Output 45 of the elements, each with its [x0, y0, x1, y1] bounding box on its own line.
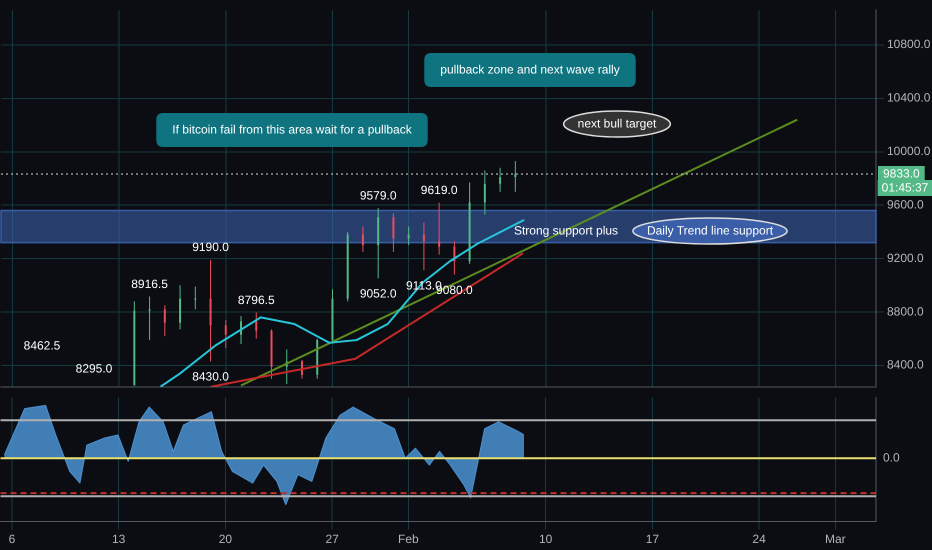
y-tick-label: 10800.0	[887, 37, 931, 52]
candlestick	[408, 226, 410, 246]
x-tick-label: 17	[646, 532, 660, 546]
x-tick-label: 10	[538, 532, 553, 546]
y-tick-label: 8400.0	[887, 358, 924, 372]
x-tick-label: 24	[752, 532, 766, 546]
candlestick	[514, 160, 516, 192]
x-tick-label: Mar	[825, 532, 846, 546]
y-tick-label: 9600.0	[887, 197, 924, 212]
y-tick-label: 8800.0	[887, 304, 924, 318]
candlestick	[422, 222, 425, 271]
annotation: 9619.0	[420, 182, 458, 197]
annotation: 9052.0	[360, 286, 397, 301]
x-tick-label: 20	[218, 532, 232, 546]
annotation: 8462.5	[24, 338, 61, 352]
annotation: 9579.0	[360, 188, 397, 202]
annotation: 8430.0	[192, 370, 230, 384]
annotation: 9190.0	[192, 240, 230, 254]
candlestick	[194, 286, 196, 310]
annotation: 8295.0	[76, 361, 113, 376]
annotation: If bitcoin fail from this area wait for a pullback	[172, 122, 413, 136]
y-tick-label: 10000.0	[887, 144, 931, 158]
text: 01:45:37	[882, 180, 929, 194]
candlestick	[438, 202, 440, 256]
candlestick	[164, 304, 166, 337]
x-tick-label: 6	[8, 532, 16, 546]
x-tick-label: 27	[325, 532, 340, 546]
ref-line-label: 0.0	[883, 450, 900, 465]
x-tick-label: 13	[112, 532, 126, 546]
annotation: Strong support plus	[514, 223, 618, 238]
candlestick	[362, 226, 364, 252]
annotation: 8916.5	[131, 276, 168, 291]
annotation: pullback zone and next wave rally	[440, 62, 620, 76]
y-tick-label: 9200.0	[887, 250, 924, 265]
y-tick-label: 10400.0	[887, 90, 931, 105]
ref-line-label: 9833.0	[883, 166, 920, 180]
candlestick	[484, 170, 486, 216]
candlestick	[392, 212, 394, 252]
annotation: 8796.5	[238, 292, 275, 307]
candlestick	[499, 167, 502, 192]
candlestick	[224, 320, 227, 349]
annotation: Daily Trend line support	[646, 223, 774, 238]
annotation: next bull target	[578, 116, 658, 130]
x-tick-label: Feb	[398, 532, 420, 546]
candlestick	[255, 312, 258, 340]
